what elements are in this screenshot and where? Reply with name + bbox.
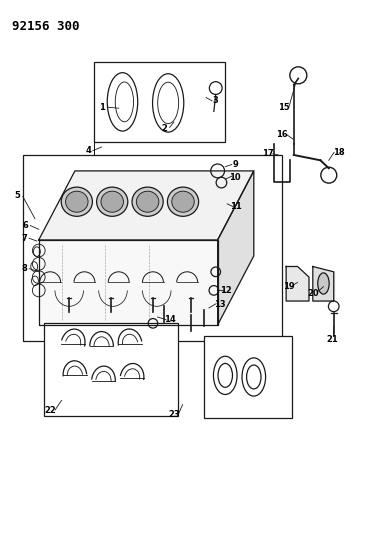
Ellipse shape (115, 82, 134, 122)
Text: 14: 14 (164, 315, 176, 324)
Polygon shape (286, 266, 309, 301)
Text: 15: 15 (278, 103, 290, 112)
Text: 92156 300: 92156 300 (12, 20, 79, 33)
Ellipse shape (318, 273, 329, 294)
Polygon shape (313, 266, 334, 301)
Polygon shape (218, 171, 254, 325)
Text: 18: 18 (333, 148, 345, 157)
Bar (94, 62, 225, 142)
Text: 13: 13 (214, 300, 225, 309)
Text: 11: 11 (230, 202, 242, 211)
Text: 7: 7 (22, 234, 28, 243)
Bar (44, 324, 178, 416)
Ellipse shape (167, 187, 199, 216)
Text: 4: 4 (85, 146, 91, 155)
Text: 2: 2 (162, 124, 167, 133)
Text: 21: 21 (327, 335, 338, 344)
Ellipse shape (136, 191, 159, 212)
Text: 19: 19 (283, 281, 294, 290)
Text: 9: 9 (232, 160, 238, 169)
Ellipse shape (132, 187, 163, 216)
Text: 20: 20 (307, 288, 319, 297)
Ellipse shape (61, 187, 92, 216)
Text: 17: 17 (262, 149, 274, 158)
Ellipse shape (158, 82, 179, 124)
Text: 8: 8 (22, 264, 28, 273)
Bar (204, 336, 292, 418)
Text: 12: 12 (220, 286, 232, 295)
Bar (23, 155, 282, 341)
Ellipse shape (172, 191, 194, 212)
Text: 23: 23 (168, 410, 180, 418)
Ellipse shape (66, 191, 88, 212)
Polygon shape (39, 171, 254, 240)
Text: 22: 22 (44, 407, 56, 415)
Ellipse shape (101, 191, 123, 212)
Polygon shape (39, 240, 218, 325)
Text: 5: 5 (14, 191, 20, 200)
Text: 16: 16 (277, 130, 288, 139)
Text: 3: 3 (213, 96, 219, 106)
Ellipse shape (97, 187, 128, 216)
Text: 1: 1 (99, 103, 105, 112)
Text: 6: 6 (23, 221, 28, 230)
Text: 10: 10 (229, 173, 241, 182)
